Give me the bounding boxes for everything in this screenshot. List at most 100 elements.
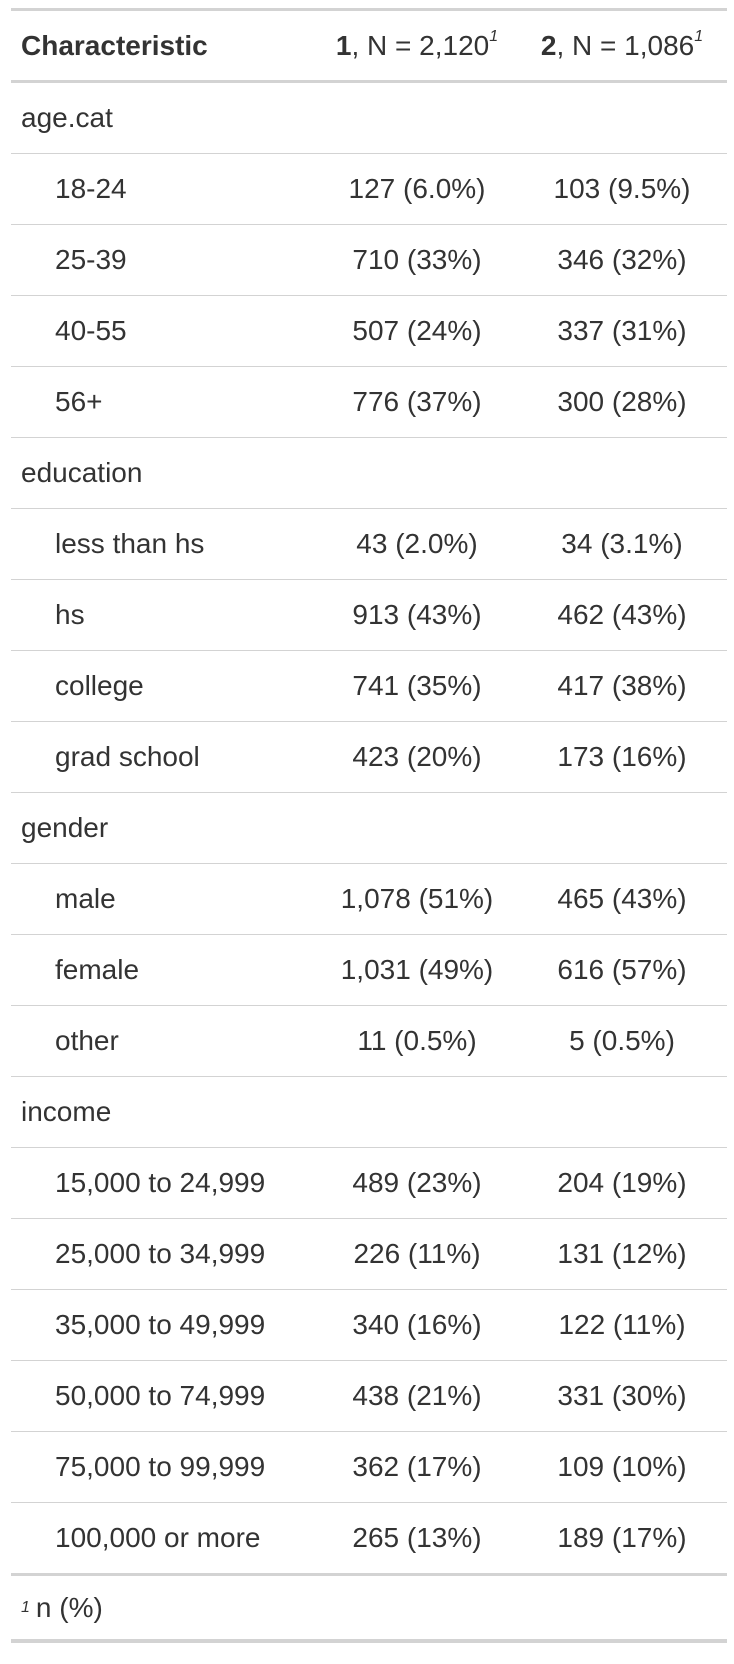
- value-group-2: 417 (38%): [557, 670, 687, 701]
- value-group-1: 776 (37%): [352, 386, 482, 417]
- table-row: grad school 423 (20%) 173 (16%): [11, 722, 727, 793]
- value-group-1: [317, 438, 517, 509]
- table-group-row: income: [11, 1077, 727, 1148]
- value-group-2: 204 (19%): [557, 1167, 687, 1198]
- table-row: 100,000 or more 265 (13%) 189 (17%): [11, 1503, 727, 1575]
- header-row: Characteristic 1, N = 2,1201 2, N = 1,08…: [11, 9, 727, 82]
- table-group-row: gender: [11, 793, 727, 864]
- level-label: college: [55, 670, 144, 701]
- level-label: 35,000 to 49,999: [55, 1309, 266, 1340]
- value-group-1: 507 (24%): [352, 315, 482, 346]
- value-group-2: 331 (30%): [557, 1380, 687, 1411]
- table-body: age.cat 18-24 127 (6.0%) 103 (9.5%) 25-39 710…: [11, 82, 727, 1575]
- value-group-1: 489 (23%): [352, 1167, 482, 1198]
- value-group-1: 1,031 (49%): [340, 954, 494, 985]
- table-row: female 1,031 (49%) 616 (57%): [11, 935, 727, 1006]
- value-group-1: 43 (2.0%): [356, 528, 478, 559]
- value-group-2: 173 (16%): [557, 741, 687, 772]
- table-row: 18-24 127 (6.0%) 103 (9.5%): [11, 154, 727, 225]
- value-group-1: 710 (33%): [352, 244, 482, 275]
- value-group-1: 1,078 (51%): [340, 883, 494, 914]
- table-row: 25-39 710 (33%) 346 (32%): [11, 225, 727, 296]
- level-label: hs: [55, 599, 85, 630]
- level-label: 15,000 to 24,999: [55, 1167, 266, 1198]
- table-row: hs 913 (43%) 462 (43%): [11, 580, 727, 651]
- table-row: 25,000 to 34,999 226 (11%) 131 (12%): [11, 1219, 727, 1290]
- value-group-1: [317, 793, 517, 864]
- value-group-2: 103 (9.5%): [553, 173, 691, 204]
- value-group-2: 122 (11%): [558, 1309, 686, 1340]
- header-group-2-footnote-mark: 1: [694, 27, 704, 45]
- value-group-2: 462 (43%): [557, 599, 687, 630]
- value-group-1: 423 (20%): [352, 741, 482, 772]
- header-group-1: 1, N = 2,1201: [317, 10, 517, 82]
- group-label: education: [21, 457, 143, 488]
- table-group-row: education: [11, 438, 727, 509]
- footnote-text: n (%): [35, 1591, 103, 1623]
- table-row: college 741 (35%) 417 (38%): [11, 651, 727, 722]
- value-group-2: 616 (57%): [557, 954, 687, 985]
- value-group-1: 340 (16%): [352, 1309, 482, 1340]
- header-group-2: 2, N = 1,0861: [517, 10, 727, 82]
- level-label: female: [55, 954, 140, 985]
- value-group-1: 265 (13%): [352, 1522, 482, 1553]
- value-group-2: 34 (3.1%): [561, 528, 683, 559]
- value-group-2: 131 (12%): [557, 1238, 687, 1269]
- level-label: 40-55: [55, 315, 127, 346]
- value-group-2: 189 (17%): [557, 1522, 687, 1553]
- summary-table-container: Characteristic 1, N = 2,1201 2, N = 1,08…: [11, 8, 727, 1643]
- level-label: 18-24: [55, 173, 127, 204]
- value-group-1: 127 (6.0%): [348, 173, 486, 204]
- level-label: 25,000 to 34,999: [55, 1238, 266, 1269]
- value-group-1: 362 (17%): [352, 1451, 482, 1482]
- header-group-1-level: 1: [335, 29, 352, 61]
- value-group-2: 337 (31%): [557, 315, 687, 346]
- level-label: 50,000 to 74,999: [55, 1380, 266, 1411]
- table-row: 56+ 776 (37%) 300 (28%): [11, 367, 727, 438]
- value-group-2: [517, 438, 727, 509]
- value-group-2: 346 (32%): [557, 244, 687, 275]
- level-label: 25-39: [55, 244, 127, 275]
- table-row: 50,000 to 74,999 438 (21%) 331 (30%): [11, 1361, 727, 1432]
- header-group-2-level: 2: [540, 29, 557, 61]
- summary-table: Characteristic 1, N = 2,1201 2, N = 1,08…: [11, 8, 727, 1576]
- value-group-1: 913 (43%): [352, 599, 482, 630]
- value-group-1: [317, 82, 517, 154]
- header-characteristic: Characteristic: [21, 29, 208, 61]
- value-group-2: 109 (10%): [557, 1451, 687, 1482]
- table-row: male 1,078 (51%) 465 (43%): [11, 864, 727, 935]
- group-label: income: [21, 1096, 112, 1127]
- value-group-2: 300 (28%): [557, 386, 687, 417]
- value-group-1: 226 (11%): [353, 1238, 481, 1269]
- header-group-1-n: , N = 2,120: [351, 29, 490, 61]
- value-group-2: [517, 793, 727, 864]
- level-label: other: [55, 1025, 119, 1056]
- table-row: 40-55 507 (24%) 337 (31%): [11, 296, 727, 367]
- value-group-2: [517, 82, 727, 154]
- table-row: 35,000 to 49,999 340 (16%) 122 (11%): [11, 1290, 727, 1361]
- table-row: 15,000 to 24,999 489 (23%) 204 (19%): [11, 1148, 727, 1219]
- value-group-1: [317, 1077, 517, 1148]
- header-group-1-footnote-mark: 1: [489, 27, 499, 45]
- group-label: gender: [21, 812, 109, 843]
- level-label: male: [55, 883, 116, 914]
- value-group-1: 11 (0.5%): [357, 1025, 477, 1056]
- table-row: less than hs 43 (2.0%) 34 (3.1%): [11, 509, 727, 580]
- table-group-row: age.cat: [11, 82, 727, 154]
- header-group-2-n: , N = 1,086: [556, 29, 695, 61]
- value-group-2: [517, 1077, 727, 1148]
- value-group-1: 741 (35%): [352, 670, 482, 701]
- group-label: age.cat: [21, 102, 113, 133]
- level-label: 75,000 to 99,999: [55, 1451, 266, 1482]
- level-label: 100,000 or more: [55, 1522, 261, 1553]
- value-group-2: 5 (0.5%): [569, 1025, 675, 1056]
- table-row: other 11 (0.5%) 5 (0.5%): [11, 1006, 727, 1077]
- level-label: less than hs: [55, 528, 205, 559]
- table-row: 75,000 to 99,999 362 (17%) 109 (10%): [11, 1432, 727, 1503]
- level-label: grad school: [55, 741, 200, 772]
- value-group-2: 465 (43%): [557, 883, 687, 914]
- table-header: Characteristic 1, N = 2,1201 2, N = 1,08…: [11, 9, 727, 82]
- value-group-1: 438 (21%): [352, 1380, 482, 1411]
- level-label: 56+: [55, 386, 103, 417]
